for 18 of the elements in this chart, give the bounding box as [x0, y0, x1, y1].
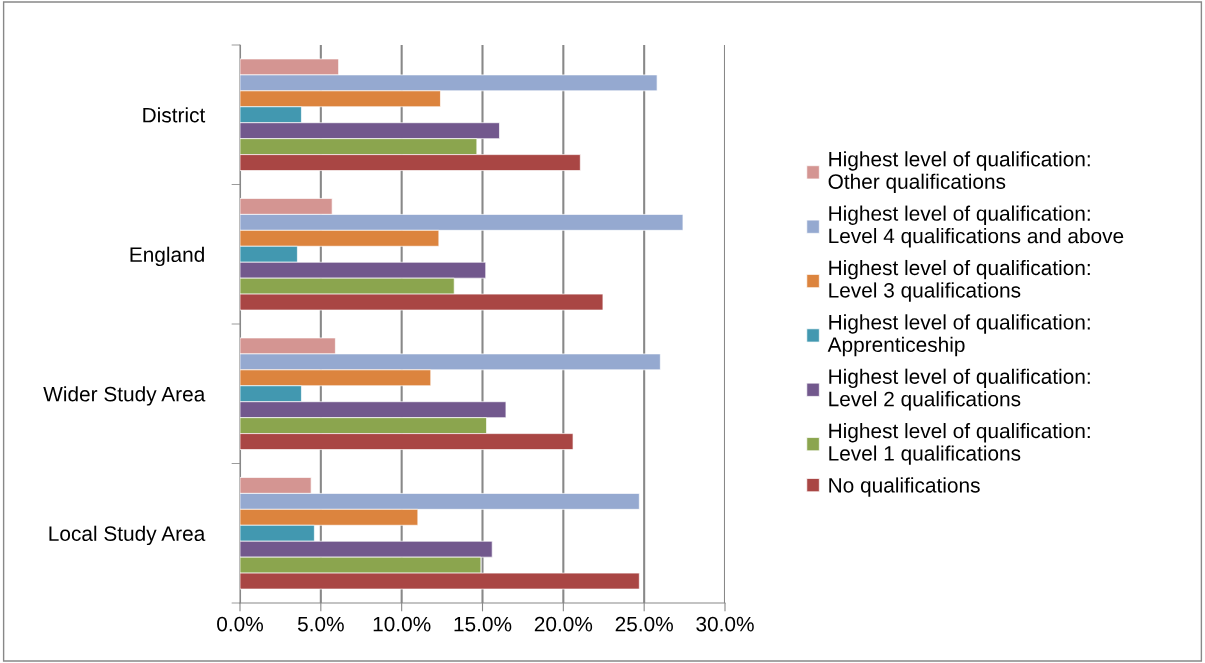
- x-tick-label: 30.0%: [696, 616, 754, 632]
- x-tick-label: 20.0%: [534, 616, 593, 632]
- legend-label: Highest level of qualification: Level 4 qualifications and above: [829, 205, 1124, 248]
- legend-label: Highest level of qualification: Level 3 qualifications: [829, 259, 1090, 302]
- y-tick-label: Local Study Area: [49, 525, 206, 546]
- x-tick-label: 0.0%: [217, 616, 263, 632]
- legend-label: Highest level of qualification: Other qualifications: [828, 151, 1090, 194]
- x-tick-label: 25.0%: [615, 616, 673, 632]
- legend-label: Highest level of qualification: Apprenticeship: [827, 314, 1090, 357]
- y-tick-label: England: [130, 246, 204, 267]
- legend-label: Highest level of qualification: Level 2 qualifications: [829, 368, 1090, 411]
- y-tick-label: Wider Study Area: [43, 386, 206, 406]
- legend-label: No qualifications: [829, 477, 980, 497]
- x-tick-label: 5.0%: [297, 616, 344, 632]
- x-tick-label: 10.0%: [373, 616, 431, 632]
- legend-label: Highest level of qualification: Level 1 qualifications: [829, 423, 1090, 465]
- y-tick-label: District: [143, 107, 206, 123]
- x-tick-label: 15.0%: [454, 616, 512, 632]
